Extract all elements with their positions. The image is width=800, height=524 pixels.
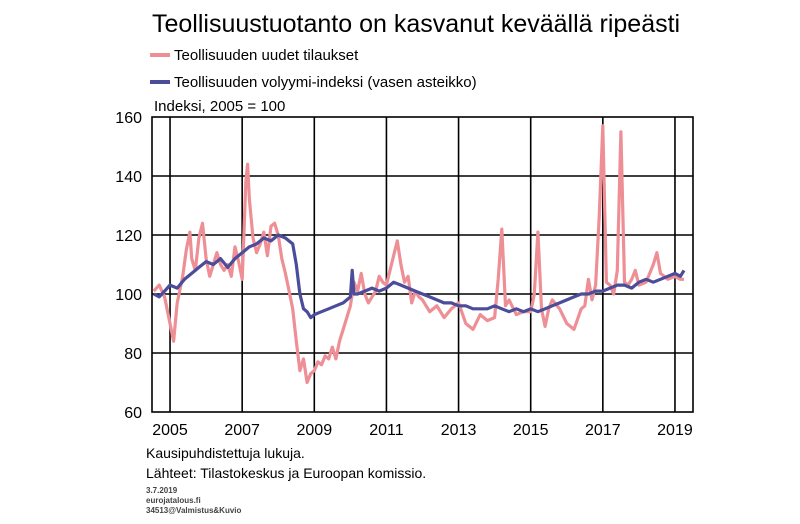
y-tick-label-60: 60 xyxy=(124,405,142,422)
x-tick-label-2013: 2013 xyxy=(441,422,477,439)
note-website: eurojatalous.fi xyxy=(146,496,201,505)
legend-item-volume-index: Teollisuuden volyymi-indeksi (vasen aste… xyxy=(150,72,477,92)
x-tick-label-2019: 2019 xyxy=(657,422,693,439)
series-line-0 xyxy=(152,124,684,385)
y-tick-label-100: 100 xyxy=(115,287,142,304)
legend-label-volume-index: Teollisuuden volyymi-indeksi (vasen aste… xyxy=(174,73,477,91)
series-line-1 xyxy=(153,233,686,320)
note-date: 3.7.2019 xyxy=(146,486,178,495)
x-tick-label-2007: 2007 xyxy=(224,422,260,439)
y-tick-label-80: 80 xyxy=(124,346,142,363)
legend-label-new-orders: Teollisuuden uudet tilaukset xyxy=(174,46,359,64)
x-tick-label-2009: 2009 xyxy=(297,422,333,439)
legend-swatch-new-orders xyxy=(150,53,170,57)
note-sources: Lähteet: Tilastokeskus ja Euroopan komis… xyxy=(146,465,427,481)
legend-item-new-orders: Teollisuuden uudet tilaukset xyxy=(150,45,358,65)
x-tick-label-2017: 2017 xyxy=(585,422,621,439)
note-seasonally-adjusted: Kausipuhdistettuja lukuja. xyxy=(146,445,305,461)
legend-swatch-volume-index xyxy=(150,80,170,84)
note-chart-id: 34513@Valmistus&Kuvio xyxy=(146,506,242,515)
y-tick-label-120: 120 xyxy=(115,228,142,245)
x-tick-label-2015: 2015 xyxy=(513,422,549,439)
y-tick-label-140: 140 xyxy=(115,169,142,186)
y-tick-label-160: 160 xyxy=(115,110,142,127)
y-axis-label: Indeksi, 2005 = 100 xyxy=(154,98,285,115)
chart-title: Teollisuustuotanto on kasvanut keväällä … xyxy=(152,10,681,38)
x-tick-label-2011: 2011 xyxy=(369,422,404,439)
x-tick-label-2005: 2005 xyxy=(152,422,188,439)
plot-frame xyxy=(151,116,694,413)
